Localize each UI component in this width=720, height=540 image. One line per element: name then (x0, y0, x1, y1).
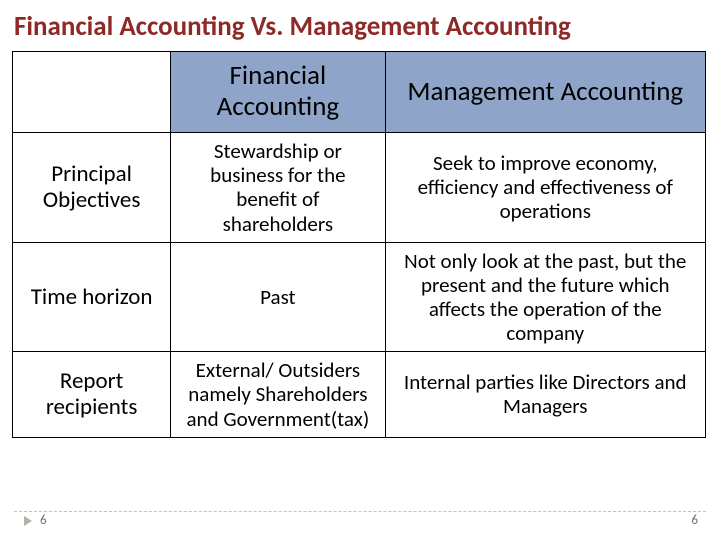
cell-recipients-fin: External/ Outsiders namely Shareholders … (171, 352, 385, 437)
page-number-right: 6 (691, 513, 698, 528)
row-label-time: Time horizon (13, 242, 171, 352)
table-row: Report recipients External/ Outsiders na… (13, 352, 706, 437)
comparison-table: Financial Accounting Management Accounti… (12, 51, 706, 438)
table-row: Time horizon Past Not only look at the p… (13, 242, 706, 352)
page-title: Financial Accounting Vs. Management Acco… (0, 0, 720, 51)
header-management: Management Accounting (385, 52, 705, 133)
cell-objectives-mgmt: Seek to improve economy, efficiency and … (385, 133, 705, 243)
row-label-recipients: Report recipients (13, 352, 171, 437)
play-icon (24, 516, 32, 526)
page-number-left: 6 (40, 513, 47, 528)
header-empty (13, 52, 171, 133)
cell-objectives-fin: Stewardship or business for the benefit … (171, 133, 385, 243)
cell-time-mgmt: Not only look at the past, but the prese… (385, 242, 705, 352)
header-financial: Financial Accounting (171, 52, 385, 133)
table-row: Principal Objectives Stewardship or busi… (13, 133, 706, 243)
row-label-objectives: Principal Objectives (13, 133, 171, 243)
table-header-row: Financial Accounting Management Accounti… (13, 52, 706, 133)
cell-recipients-mgmt: Internal parties like Directors and Mana… (385, 352, 705, 437)
footer-divider (14, 511, 706, 512)
cell-time-fin: Past (171, 242, 385, 352)
